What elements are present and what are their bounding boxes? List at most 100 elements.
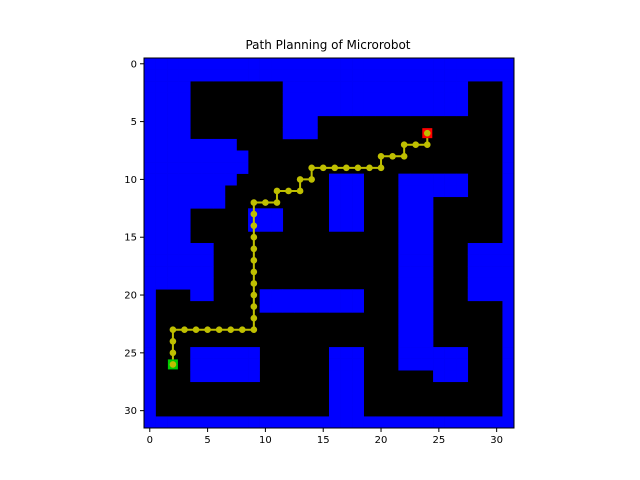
path-point bbox=[250, 245, 258, 253]
wall-cell bbox=[213, 358, 226, 371]
wall-cell bbox=[386, 58, 399, 70]
wall-cell bbox=[190, 277, 203, 290]
wall-cell bbox=[259, 58, 272, 70]
wall-cell bbox=[155, 277, 168, 290]
wall-cell bbox=[282, 115, 295, 128]
wall-cell bbox=[248, 58, 260, 70]
wall-cell bbox=[375, 92, 388, 105]
wall-cell bbox=[490, 254, 503, 267]
path-layer bbox=[169, 129, 431, 368]
path-point bbox=[192, 326, 200, 334]
wall-cell bbox=[224, 69, 237, 82]
wall-cell bbox=[305, 104, 318, 117]
wall-cell bbox=[409, 58, 422, 70]
wall-cell bbox=[375, 69, 388, 82]
wall-cell bbox=[236, 358, 249, 371]
wall-cell bbox=[502, 312, 515, 325]
wall-cell bbox=[213, 173, 226, 186]
wall-cell bbox=[502, 58, 515, 70]
wall-cell bbox=[282, 300, 295, 313]
wall-cell bbox=[167, 115, 179, 128]
path-point bbox=[377, 164, 385, 172]
wall-cell bbox=[167, 127, 179, 140]
wall-cell bbox=[502, 358, 515, 371]
wall-cell bbox=[502, 150, 515, 163]
wall-cell bbox=[178, 81, 191, 93]
wall-cell bbox=[340, 219, 353, 232]
wall-cell bbox=[398, 69, 411, 82]
wall-cell bbox=[502, 173, 515, 186]
wall-cell bbox=[329, 219, 341, 232]
wall-cell bbox=[363, 92, 376, 105]
path-point bbox=[400, 152, 408, 160]
wall-cell bbox=[282, 92, 295, 105]
path-point bbox=[250, 222, 258, 229]
wall-cell bbox=[421, 300, 434, 313]
wall-cell bbox=[224, 150, 237, 163]
wall-cell bbox=[467, 69, 480, 82]
wall-cell bbox=[398, 358, 411, 371]
wall-cell bbox=[375, 81, 388, 93]
wall-cell bbox=[155, 208, 168, 221]
wall-cell bbox=[167, 266, 179, 278]
wall-cell bbox=[201, 266, 214, 278]
wall-cell bbox=[421, 347, 434, 359]
wall-cell bbox=[167, 231, 179, 244]
wall-cell bbox=[329, 381, 341, 394]
wall-cell bbox=[178, 104, 191, 117]
wall-cell bbox=[398, 300, 411, 313]
wall-cell bbox=[317, 289, 330, 302]
wall-cell bbox=[167, 196, 179, 209]
wall-cell bbox=[421, 231, 434, 244]
wall-cell bbox=[456, 104, 469, 117]
wall-cell bbox=[155, 196, 168, 209]
wall-cell bbox=[317, 104, 330, 117]
wall-cell bbox=[421, 266, 434, 278]
wall-cell bbox=[144, 370, 156, 383]
wall-cell bbox=[144, 92, 156, 105]
wall-cell bbox=[456, 416, 469, 429]
wall-cell bbox=[178, 196, 191, 209]
wall-cell bbox=[144, 381, 156, 394]
wall-cell bbox=[467, 277, 480, 290]
wall-cell bbox=[178, 127, 191, 140]
wall-cell bbox=[144, 81, 156, 93]
wall-cell bbox=[352, 300, 364, 313]
wall-cell bbox=[213, 370, 226, 383]
wall-cell bbox=[178, 138, 191, 151]
wall-cell bbox=[479, 416, 492, 429]
wall-cell bbox=[329, 185, 341, 198]
wall-cell bbox=[352, 104, 364, 117]
wall-cell bbox=[444, 92, 457, 105]
wall-cell bbox=[201, 138, 214, 151]
wall-cell bbox=[294, 69, 307, 82]
wall-cell bbox=[352, 219, 364, 232]
wall-cell bbox=[144, 323, 156, 336]
wall-cell bbox=[305, 81, 318, 93]
wall-cell bbox=[236, 58, 249, 70]
wall-cell bbox=[213, 69, 226, 82]
wall-cell bbox=[409, 69, 422, 82]
wall-cell bbox=[444, 185, 457, 198]
wall-cell bbox=[144, 138, 156, 151]
wall-cell bbox=[224, 173, 237, 186]
wall-cell bbox=[421, 173, 434, 186]
wall-cell bbox=[190, 173, 203, 186]
wall-cell bbox=[409, 185, 422, 198]
wall-cell bbox=[502, 347, 515, 359]
wall-cell bbox=[144, 277, 156, 290]
wall-cell bbox=[271, 289, 284, 302]
wall-cell bbox=[190, 254, 203, 267]
wall-cell bbox=[433, 416, 445, 429]
wall-cell bbox=[201, 347, 214, 359]
wall-cell bbox=[479, 266, 492, 278]
y-tick-label: 15 bbox=[124, 233, 137, 244]
wall-cell bbox=[352, 289, 364, 302]
wall-cell bbox=[144, 243, 156, 255]
wall-cell bbox=[190, 185, 203, 198]
wall-cell bbox=[340, 196, 353, 209]
wall-cell bbox=[155, 231, 168, 244]
path-point bbox=[343, 164, 350, 172]
wall-cell bbox=[502, 138, 515, 151]
wall-cell bbox=[155, 115, 168, 128]
